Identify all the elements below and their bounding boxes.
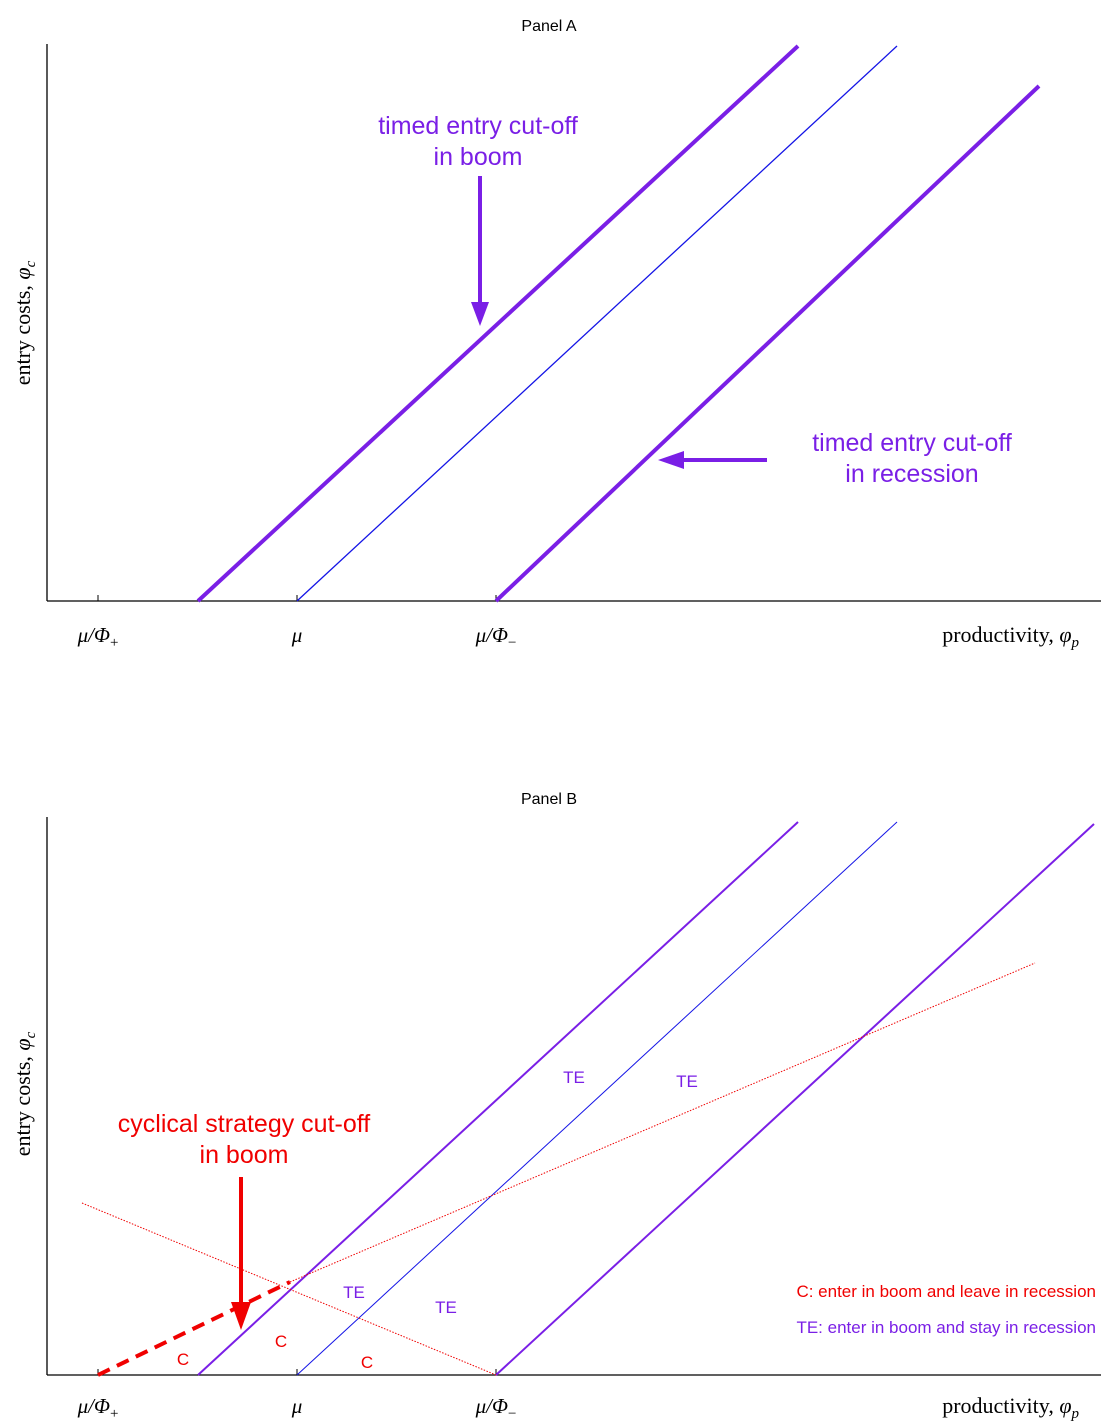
panel-a: Panel A μ/Φ+ μ μ/Φ− productivity, φp ent… <box>10 18 1101 651</box>
panel-a-recession-arrow-head <box>658 451 684 469</box>
panel-b-cyclical-rising-line <box>289 962 1036 1283</box>
panel-a-neutral-cutoff-line <box>296 45 898 602</box>
panel-b-tick-label-mu-phi-minus: μ/Φ− <box>475 1394 517 1422</box>
panel-a-boom-arrow-head <box>471 302 489 326</box>
panel-b-cyclical-falling-line <box>81 1202 497 1376</box>
panel-b: Panel B μ/Φ+ μ μ/Φ− productivity, φp ent… <box>10 791 1101 1422</box>
panel-b-neutral-cutoff-line <box>296 821 898 1376</box>
panel-b-region-te-3: TE <box>343 1283 365 1302</box>
panel-a-tick-label-mu-phi-minus: μ/Φ− <box>475 623 517 651</box>
panel-b-tick-label-mu-phi-plus: μ/Φ+ <box>77 1394 119 1422</box>
panel-b-title: Panel B <box>521 791 577 808</box>
panel-b-recession-cutoff-line <box>495 823 1095 1376</box>
panel-b-region-te-2: TE <box>676 1072 698 1091</box>
panel-b-region-c-2: C <box>275 1332 287 1351</box>
panel-a-title: Panel A <box>521 18 576 35</box>
panel-a-boom-cutoff-line <box>196 44 800 603</box>
panel-b-legend-te: TE: enter in boom and stay in recession <box>796 1318 1096 1337</box>
panel-b-x-axis-label: productivity, φp <box>942 1393 1079 1422</box>
panel-a-y-axis-label: entry costs, φc <box>10 260 39 385</box>
panel-a-recession-cutoff-line <box>494 84 1041 603</box>
panel-b-region-te-1: TE <box>563 1068 585 1087</box>
panel-a-recession-annotation: timed entry cut-off in recession <box>812 429 1012 488</box>
panel-b-y-axis-label: entry costs, φc <box>10 1031 39 1156</box>
panel-b-tick-label-mu: μ <box>291 1394 303 1418</box>
panel-a-tick-label-mu: μ <box>291 623 303 647</box>
panel-b-boom-cutoff-line <box>197 821 799 1376</box>
panel-b-cyclical-annotation: cyclical strategy cut-off in boom <box>118 1110 370 1169</box>
panel-a-tick-label-mu-phi-plus: μ/Φ+ <box>77 623 119 651</box>
panel-b-cyclical-cutoff-dashed <box>97 1280 291 1377</box>
panel-b-region-c-3: C <box>361 1353 373 1372</box>
panel-a-x-axis-label: productivity, φp <box>942 622 1079 651</box>
panel-b-cyclical-arrow-head <box>231 1302 251 1330</box>
panel-a-boom-annotation: timed entry cut-off in boom <box>378 112 578 171</box>
panel-b-region-te-4: TE <box>435 1298 457 1317</box>
panel-b-legend-c: C: enter in boom and leave in recession <box>796 1282 1096 1301</box>
panel-b-region-c-1: C <box>177 1350 189 1369</box>
